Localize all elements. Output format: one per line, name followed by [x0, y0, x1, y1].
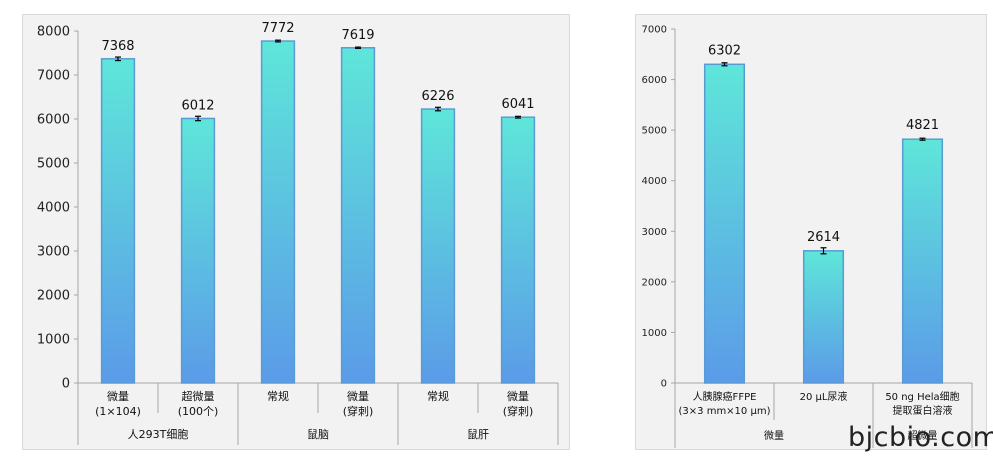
- y-tick-label: 8000: [37, 25, 70, 40]
- category-label: 常规: [427, 389, 449, 403]
- category-label: 超微量: [182, 389, 215, 403]
- y-tick-label: 1000: [37, 333, 70, 348]
- data-label: 6012: [181, 98, 214, 113]
- chart-panel-clinical-samples: 0 1000 2000 3000 4000 5000 6000 7000 6302 人胰腺癌FFP…: [635, 14, 987, 450]
- y-tick-label: 7000: [37, 69, 70, 84]
- y-tick-label: 2000: [37, 289, 70, 304]
- bar: [420, 108, 456, 384]
- bar: [100, 58, 136, 384]
- data-label: 2614: [807, 230, 840, 245]
- y-tick-label: 3000: [37, 245, 70, 260]
- category-sublabel: (穿刺): [503, 404, 534, 418]
- group-label: 微量: [764, 429, 784, 442]
- category-sublabel: (1×104): [95, 405, 141, 418]
- category-label: 微量: [107, 389, 129, 403]
- category-sublabel: (穿刺): [343, 404, 374, 418]
- category-label: 人胰腺癌FFPE: [693, 390, 757, 403]
- y-tick-label: 0: [62, 377, 70, 392]
- bar: [703, 63, 746, 384]
- data-label: 4821: [906, 118, 939, 133]
- category-label: 微量: [347, 389, 369, 403]
- watermark-text: bjcbio.com: [848, 422, 993, 453]
- y-tick-label: 1000: [642, 328, 667, 339]
- group-label: 超微量: [908, 429, 938, 442]
- bar: [180, 117, 216, 384]
- y-tick-label: 5000: [37, 157, 70, 172]
- category-sublabel: (3×3 mm×10 μm): [679, 406, 771, 417]
- group-label: 鼠肝: [467, 427, 489, 441]
- category-label: 常规: [267, 389, 289, 403]
- y-tick-label: 6000: [37, 113, 70, 128]
- category-label: 50 ng Hela细胞: [885, 390, 959, 403]
- bar-chart-cell-tissue: 0100020003000400050006000700080007368微量(…: [37, 21, 559, 445]
- chart-panel-cell-tissue: 0 1000 2000 3000 4000 5000 6000 7000 8000 7368 微量(…: [22, 14, 570, 450]
- data-label: 6226: [421, 89, 454, 104]
- y-tick-label: 6000: [642, 75, 667, 86]
- y-tick-label: 4000: [37, 201, 70, 216]
- bar: [340, 47, 376, 384]
- category-label: 微量: [507, 389, 529, 403]
- data-label: 7368: [101, 39, 134, 54]
- data-label: 7619: [341, 28, 374, 43]
- group-label: 鼠脑: [307, 427, 329, 441]
- y-tick-label: 5000: [642, 126, 667, 137]
- data-label: 7772: [261, 21, 294, 36]
- bar: [802, 250, 845, 384]
- bar: [260, 40, 296, 384]
- y-tick-label: 0: [661, 379, 667, 390]
- y-tick-label: 7000: [642, 25, 667, 36]
- y-tick-label: 4000: [642, 176, 667, 187]
- data-label: 6041: [501, 97, 534, 112]
- bar-chart-clinical-samples: 0 1000 2000 3000 4000 5000 6000 7000 6302 人胰腺癌FFP…: [642, 25, 973, 448]
- group-label: 人293T细胞: [128, 428, 189, 441]
- category-label: 20 μL尿液: [800, 390, 848, 403]
- category-sublabel: (100个): [178, 405, 219, 418]
- bar: [500, 116, 536, 384]
- y-tick-label: 2000: [642, 277, 667, 288]
- category-sublabel: 提取蛋白溶液: [893, 404, 953, 417]
- bar: [901, 138, 944, 384]
- y-tick-label: 3000: [642, 227, 667, 238]
- data-label: 6302: [708, 43, 741, 58]
